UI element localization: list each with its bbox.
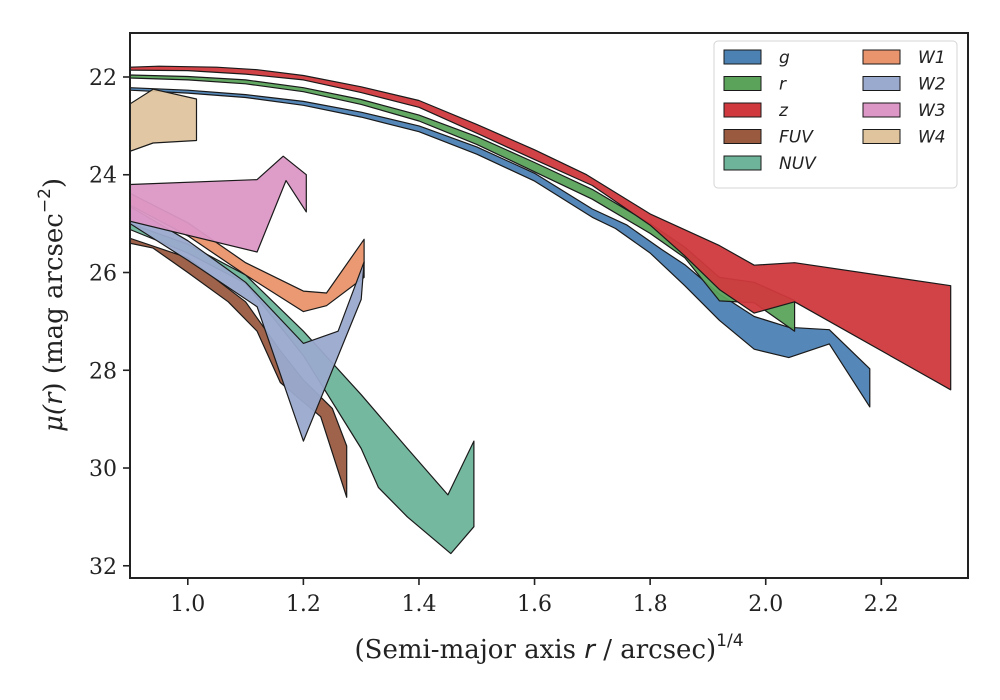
legend-label-z: z (778, 101, 789, 121)
series-band-r (130, 74, 796, 332)
legend-label-w4: W4 (918, 128, 946, 148)
legend-swatch-g (723, 49, 762, 65)
x-tick-label: 1.8 (633, 592, 668, 617)
legend-swatch-z (723, 102, 762, 118)
legend-swatch-fuv (723, 129, 762, 144)
legend-swatch-r (723, 76, 762, 91)
y-tick-label: 32 (89, 555, 117, 580)
legend-label-g: g (779, 48, 790, 68)
legend-swatch-nuv (723, 155, 762, 171)
series-band-fuv (130, 237, 348, 498)
legend-label-w2: W2 (918, 75, 946, 95)
legend-swatch-w1 (862, 49, 901, 65)
legend-label-r: r (779, 75, 787, 95)
series-band-z (130, 65, 952, 391)
x-tick-label: 2.0 (748, 592, 783, 617)
x-tick-label: 1.2 (286, 592, 321, 617)
legend-label-w1: W1 (918, 48, 946, 68)
x-tick-label: 1.4 (401, 592, 436, 617)
series-band-w3 (130, 155, 307, 253)
legend-swatch-w3 (862, 102, 901, 118)
y-tick-label: 26 (89, 262, 117, 287)
series-band-w2 (130, 205, 365, 442)
legend-swatch-w4 (862, 129, 901, 144)
y-axis-label: μ(r) (mag arcsec−2) (35, 178, 69, 432)
legend-label-w3: W3 (918, 101, 946, 121)
series-band-w4 (130, 88, 198, 152)
y-tick-label: 30 (89, 457, 117, 482)
x-axis-ticks: 1.0 1.2 1.4 1.6 1.8 2.0 2.2 (170, 578, 899, 617)
y-tick-label: 24 (89, 164, 117, 189)
legend-label-nuv: NUV (779, 154, 817, 174)
x-axis-label: (Semi-major axis r / arcsec)1/4 (354, 631, 743, 665)
y-tick-label: 22 (89, 66, 117, 91)
series-band-g (130, 87, 871, 408)
series-bands (130, 65, 952, 555)
legend-label-fuv: FUV (779, 128, 814, 148)
x-tick-label: 1.0 (170, 592, 205, 617)
x-tick-label: 2.2 (864, 592, 899, 617)
legend-swatch-w2 (862, 76, 901, 91)
plot-frame (129, 32, 969, 579)
y-axis-ticks: 22 24 26 28 30 32 (89, 66, 130, 580)
x-tick-label: 1.6 (517, 592, 552, 617)
y-tick-label: 28 (89, 359, 117, 384)
legend: grz FUV NUV W1 W2 W3 W4 (713, 40, 958, 189)
